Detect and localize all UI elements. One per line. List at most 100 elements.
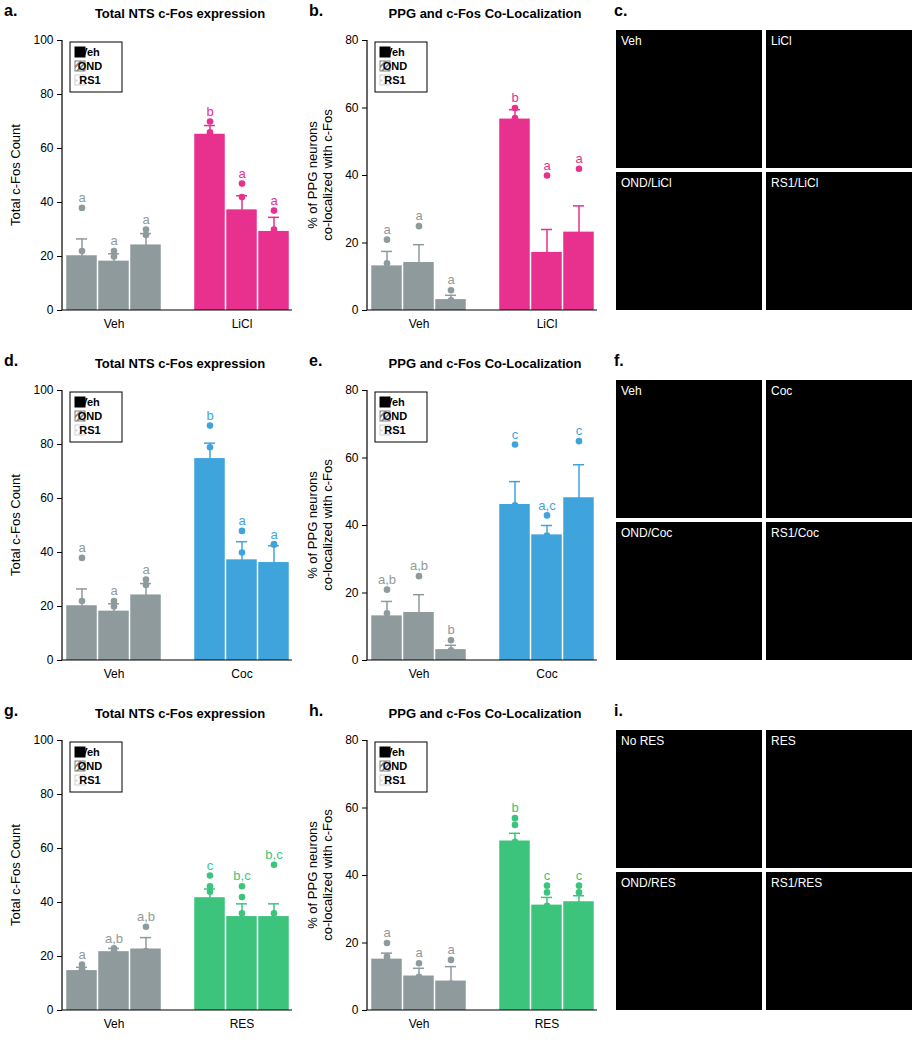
svg-text:a: a: [238, 513, 246, 528]
svg-text:a: a: [575, 151, 583, 166]
svg-text:100: 100: [33, 733, 53, 747]
svg-text:a: a: [383, 222, 391, 237]
svg-text:a,b: a,b: [410, 558, 428, 573]
svg-text:a: a: [447, 942, 455, 957]
svg-text:40: 40: [345, 518, 359, 532]
svg-text:Coc: Coc: [536, 667, 557, 681]
svg-text:Veh: Veh: [409, 317, 430, 331]
svg-text:80: 80: [40, 437, 54, 451]
svg-text:OND: OND: [78, 410, 103, 422]
svg-text:a: a: [78, 190, 86, 205]
svg-text:Total c-Fos Count: Total c-Fos Count: [8, 474, 23, 576]
svg-text:a: a: [270, 527, 278, 542]
svg-text:LiCl: LiCl: [537, 317, 558, 331]
svg-text:Veh: Veh: [385, 746, 405, 758]
svg-text:c: c: [512, 427, 519, 442]
svg-text:a,b: a,b: [378, 572, 396, 587]
svg-text:60: 60: [40, 491, 54, 505]
svg-text:Veh: Veh: [385, 396, 405, 408]
svg-text:Total c-Fos Count: Total c-Fos Count: [8, 124, 23, 226]
svg-text:Veh: Veh: [104, 1017, 125, 1031]
svg-text:% of PPG neuronsco-localized w: % of PPG neuronsco-localized with c-Fos: [305, 809, 335, 941]
svg-text:RS1: RS1: [79, 774, 100, 786]
svg-text:a: a: [270, 193, 278, 208]
svg-text:40: 40: [345, 168, 359, 182]
svg-text:80: 80: [345, 733, 359, 747]
svg-text:a: a: [415, 945, 423, 960]
svg-text:RS1: RS1: [384, 424, 405, 436]
svg-text:a: a: [78, 947, 86, 962]
svg-text:RES: RES: [535, 1017, 560, 1031]
svg-text:100: 100: [33, 383, 53, 397]
svg-text:60: 60: [345, 451, 359, 465]
svg-text:20: 20: [345, 936, 359, 950]
svg-text:RES: RES: [230, 1017, 255, 1031]
svg-text:c: c: [544, 868, 551, 883]
svg-text:Veh: Veh: [80, 46, 100, 58]
svg-text:60: 60: [345, 101, 359, 115]
svg-text:Veh: Veh: [80, 746, 100, 758]
svg-text:Veh: Veh: [409, 667, 430, 681]
svg-text:c: c: [576, 868, 583, 883]
svg-text:100: 100: [33, 33, 53, 47]
svg-text:40: 40: [40, 195, 54, 209]
svg-text:80: 80: [40, 87, 54, 101]
svg-text:a,b: a,b: [137, 909, 155, 924]
svg-text:b: b: [206, 408, 213, 423]
svg-text:Total c-Fos Count: Total c-Fos Count: [8, 824, 23, 926]
svg-text:80: 80: [40, 787, 54, 801]
svg-text:b: b: [511, 800, 518, 815]
svg-text:b: b: [511, 90, 518, 105]
svg-text:a: a: [110, 233, 118, 248]
svg-text:Veh: Veh: [409, 1017, 430, 1031]
svg-text:0: 0: [47, 303, 54, 317]
svg-text:60: 60: [345, 801, 359, 815]
svg-text:20: 20: [40, 249, 54, 263]
svg-text:0: 0: [47, 1003, 54, 1017]
svg-text:b: b: [206, 104, 213, 119]
svg-text:RS1: RS1: [384, 74, 405, 86]
svg-text:0: 0: [47, 653, 54, 667]
svg-text:b: b: [447, 622, 454, 637]
svg-text:a: a: [447, 272, 455, 287]
svg-text:b,c: b,c: [233, 868, 251, 883]
svg-text:RS1: RS1: [79, 74, 100, 86]
svg-text:a: a: [543, 158, 551, 173]
svg-text:a: a: [142, 212, 150, 227]
svg-text:LiCl: LiCl: [232, 317, 253, 331]
svg-text:Coc: Coc: [231, 667, 252, 681]
svg-text:a,b: a,b: [105, 931, 123, 946]
svg-text:20: 20: [345, 236, 359, 250]
svg-text:a,c: a,c: [538, 498, 556, 513]
svg-text:80: 80: [345, 33, 359, 47]
svg-text:OND: OND: [78, 760, 103, 772]
svg-text:a: a: [142, 562, 150, 577]
svg-text:80: 80: [345, 383, 359, 397]
svg-text:20: 20: [40, 949, 54, 963]
svg-text:RS1: RS1: [384, 774, 405, 786]
svg-text:20: 20: [345, 586, 359, 600]
svg-text:b,c: b,c: [265, 847, 283, 862]
svg-text:OND: OND: [383, 760, 408, 772]
svg-text:a: a: [415, 208, 423, 223]
svg-text:Veh: Veh: [104, 667, 125, 681]
svg-text:0: 0: [352, 653, 359, 667]
svg-text:a: a: [78, 540, 86, 555]
svg-text:RS1: RS1: [79, 424, 100, 436]
svg-text:a: a: [110, 583, 118, 598]
svg-text:60: 60: [40, 141, 54, 155]
svg-text:OND: OND: [78, 60, 103, 72]
svg-text:a: a: [238, 166, 246, 181]
svg-text:a: a: [383, 925, 391, 940]
svg-text:% of PPG neuronsco-localized w: % of PPG neuronsco-localized with c-Fos: [305, 459, 335, 591]
svg-text:40: 40: [40, 545, 54, 559]
svg-text:OND: OND: [383, 410, 408, 422]
svg-text:60: 60: [40, 841, 54, 855]
svg-text:Veh: Veh: [104, 317, 125, 331]
svg-text:40: 40: [40, 895, 54, 909]
svg-text:0: 0: [352, 303, 359, 317]
svg-text:Veh: Veh: [385, 46, 405, 58]
svg-text:0: 0: [352, 1003, 359, 1017]
svg-text:c: c: [576, 423, 583, 438]
svg-text:c: c: [207, 858, 214, 873]
